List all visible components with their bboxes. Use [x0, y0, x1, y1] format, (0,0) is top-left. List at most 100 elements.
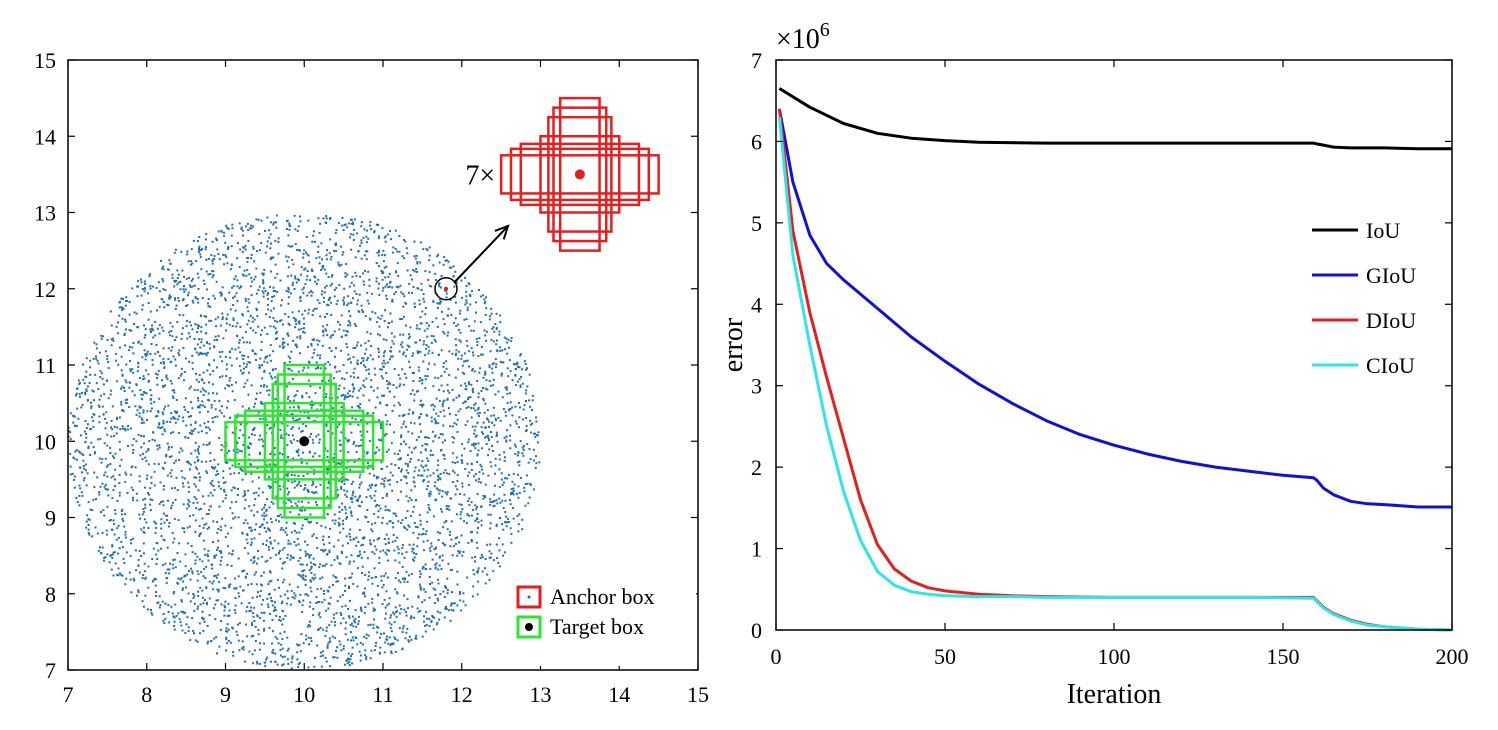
- scatter-point: [189, 385, 192, 388]
- scatter-point: [351, 646, 354, 649]
- scatter-point: [444, 259, 447, 262]
- scatter-point: [143, 336, 146, 339]
- scatter-point: [488, 364, 491, 367]
- scatter-point: [255, 267, 258, 270]
- scatter-point: [286, 275, 289, 278]
- scatter-point: [316, 339, 319, 342]
- scatter-point: [96, 359, 99, 362]
- scatter-point: [169, 262, 172, 265]
- scatter-point: [274, 239, 277, 242]
- scatter-point: [168, 331, 171, 334]
- scatter-point: [120, 403, 123, 406]
- scatter-point: [519, 353, 522, 356]
- scatter-point: [438, 261, 441, 264]
- scatter-point: [216, 470, 219, 473]
- scatter-point: [236, 448, 239, 451]
- scatter-point: [351, 662, 354, 665]
- scatter-point: [495, 343, 498, 346]
- scatter-point: [143, 518, 146, 521]
- scatter-point: [484, 402, 487, 405]
- scatter-point: [436, 469, 439, 472]
- scatter-point: [269, 486, 271, 489]
- scatter-point: [230, 641, 233, 644]
- scatter-point: [260, 242, 263, 244]
- scatter-point: [197, 301, 200, 304]
- scatter-point: [237, 623, 239, 626]
- scatter-point: [191, 361, 194, 364]
- scatter-point: [334, 232, 337, 235]
- scatter-point: [369, 623, 372, 626]
- scatter-point: [143, 377, 146, 380]
- scatter-point: [115, 352, 118, 355]
- scatter-point: [441, 554, 444, 557]
- scatter-point: [312, 492, 315, 495]
- scatter-point: [172, 416, 175, 418]
- scatter-point: [356, 405, 359, 407]
- scatter-point: [398, 414, 401, 417]
- scatter-point: [479, 505, 482, 508]
- scatter-point: [434, 563, 437, 566]
- scatter-point: [141, 304, 144, 307]
- scatter-point: [120, 369, 123, 372]
- scatter-point: [353, 619, 355, 622]
- scatter-point: [179, 288, 182, 291]
- scatter-point: [449, 497, 452, 500]
- scatter-point: [231, 464, 234, 467]
- scatter-point: [356, 232, 359, 235]
- scatter-point: [357, 423, 360, 426]
- scatter-point: [287, 288, 290, 291]
- scatter-point: [374, 312, 377, 315]
- scatter-point: [116, 573, 119, 576]
- scatter-point: [268, 626, 271, 629]
- scatter-point: [237, 346, 240, 349]
- scatter-point: [217, 253, 220, 256]
- scatter-point: [325, 284, 328, 287]
- scatter-point: [344, 275, 347, 278]
- scatter-point: [380, 467, 383, 470]
- scatter-point: [315, 522, 318, 524]
- scatter-point: [144, 287, 147, 290]
- scatter-point: [210, 640, 213, 643]
- scatter-point: [270, 309, 273, 312]
- scatter-point: [424, 387, 427, 390]
- scatter-point: [388, 483, 391, 486]
- scatter-point: [205, 246, 207, 249]
- scatter-point: [263, 383, 266, 386]
- scatter-point: [371, 484, 373, 487]
- scatter-point: [461, 485, 464, 488]
- scatter-point: [494, 358, 497, 360]
- scatter-point: [456, 570, 459, 573]
- scatter-point: [411, 389, 414, 392]
- scatter-point: [167, 525, 170, 528]
- scatter-point: [217, 316, 219, 319]
- scatter-point: [227, 400, 229, 403]
- scatter-point: [377, 333, 379, 336]
- scatter-point: [451, 352, 454, 355]
- scatter-point: [434, 420, 437, 423]
- scatter-point: [306, 625, 309, 628]
- scatter-point: [172, 567, 175, 570]
- scatter-point: [281, 548, 284, 551]
- scatter-point: [383, 575, 386, 577]
- scatter-point: [138, 480, 141, 483]
- scatter-point: [192, 593, 195, 595]
- scatter-point: [287, 286, 290, 289]
- scatter-point: [378, 537, 380, 540]
- scatter-point: [113, 456, 116, 459]
- scatter-point: [197, 353, 200, 356]
- scatter-point: [203, 548, 206, 551]
- scatter-point: [142, 409, 145, 412]
- scatter-point: [299, 215, 301, 218]
- scatter-point: [85, 357, 88, 360]
- scatter-point: [183, 477, 186, 480]
- scatter-point: [122, 297, 124, 300]
- scatter-point: [535, 420, 538, 423]
- scatter-point: [423, 329, 426, 332]
- scatter-point: [259, 385, 262, 387]
- scatter-point: [214, 318, 217, 321]
- scatter-point: [132, 577, 135, 580]
- scatter-point: [495, 326, 498, 329]
- scatter-point: [154, 531, 157, 534]
- scatter-point: [362, 379, 365, 382]
- scatter-point: [490, 436, 493, 439]
